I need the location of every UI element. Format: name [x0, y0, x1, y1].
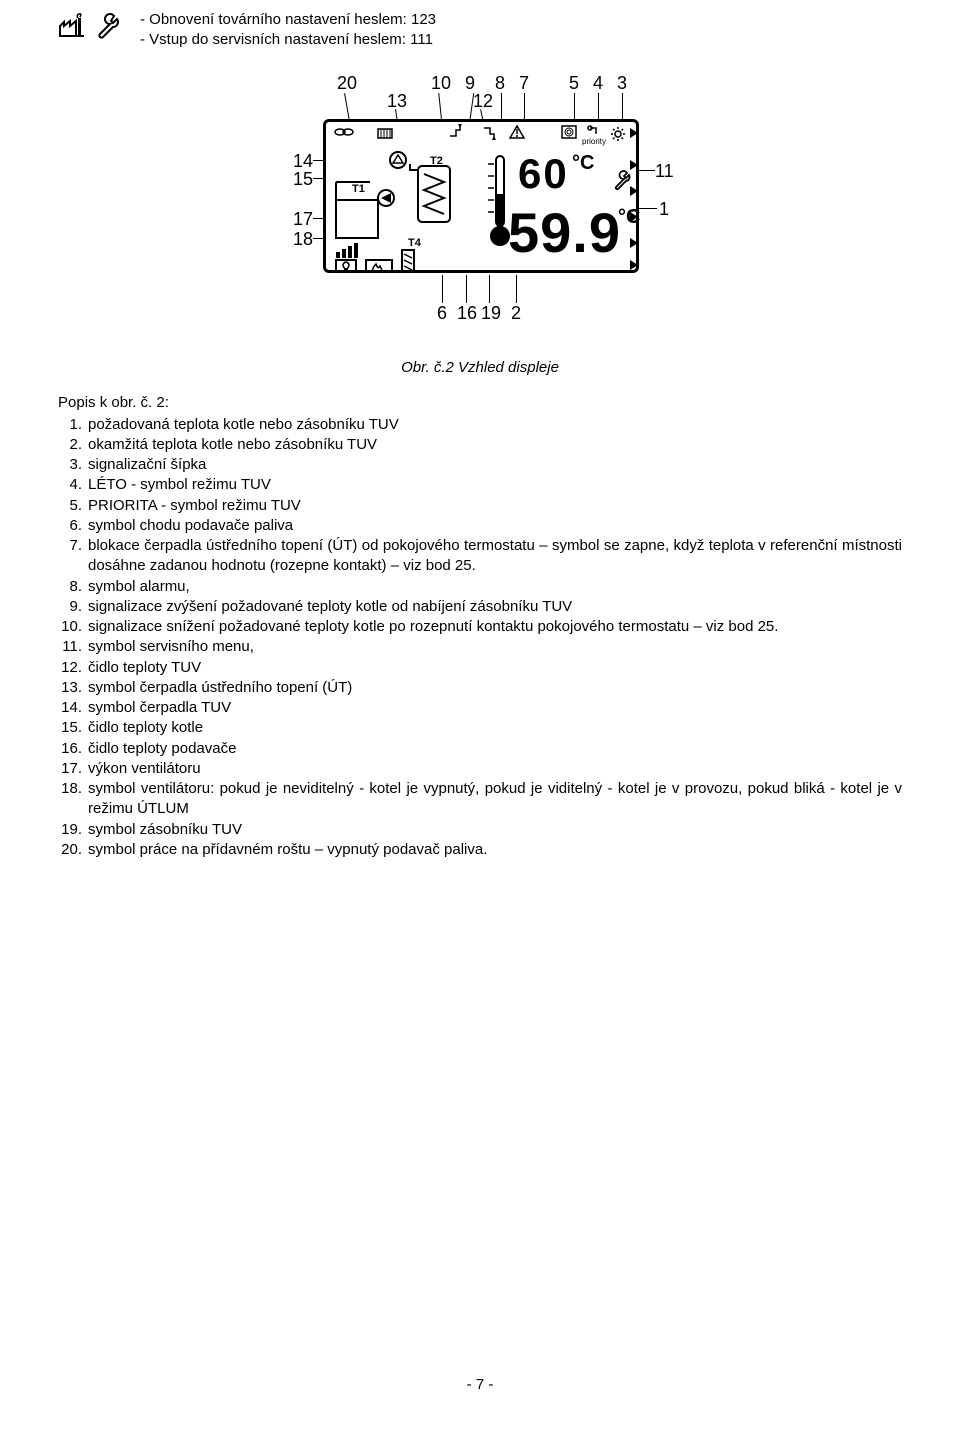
- list-item: 7.blokace čerpadla ústředního topení (ÚT…: [58, 536, 902, 577]
- arrow-icon: [630, 128, 638, 138]
- list-item: 10.signalizace snížení požadované teplot…: [58, 617, 902, 637]
- list-item: 2.okamžitá teplota kotle nebo zásobníku …: [58, 435, 902, 455]
- callout-20: 20: [337, 73, 357, 94]
- page-number: - 7 -: [0, 1376, 960, 1393]
- callout-4: 4: [593, 73, 603, 94]
- header-row: - Obnovení továrního nastavení heslem: 1…: [58, 10, 902, 51]
- header-line-1: - Obnovení továrního nastavení heslem: 1…: [140, 10, 436, 30]
- callout-18: 18: [293, 229, 313, 250]
- t1-label: T1: [352, 183, 365, 195]
- list-item: 8.symbol alarmu,: [58, 577, 902, 597]
- legend-list: 1.požadovaná teplota kotle nebo zásobník…: [58, 415, 902, 861]
- list-item: 12.čidlo teploty TUV: [58, 658, 902, 678]
- list-item: 1.požadovaná teplota kotle nebo zásobník…: [58, 415, 902, 435]
- t4-label: T4: [408, 237, 422, 249]
- callout-12: 12: [473, 91, 493, 112]
- list-item: 17.výkon ventilátoru: [58, 759, 902, 779]
- priority-label: priority: [582, 137, 606, 146]
- callout-11: 11: [655, 161, 674, 182]
- list-item: 19.symbol zásobníku TUV: [58, 820, 902, 840]
- callout-16: 16: [457, 303, 477, 324]
- list-item: 16.čidlo teploty podavače: [58, 739, 902, 759]
- lead-line: [516, 275, 517, 303]
- header-line-2: - Vstup do servisních nastavení heslem: …: [140, 30, 436, 50]
- list-heading: Popis k obr. č. 2:: [58, 394, 902, 411]
- callout-10: 10: [431, 73, 451, 94]
- list-item: 18.symbol ventilátoru: pokud je nevidite…: [58, 779, 902, 820]
- display-top-unit: °C: [572, 152, 594, 175]
- arrow-icon: [630, 212, 638, 222]
- wrench-icon: [94, 12, 122, 44]
- figure-caption: Obr. č.2 Vzhled displeje: [58, 359, 902, 376]
- list-item: 14.symbol čerpadla TUV: [58, 698, 902, 718]
- list-item: 9.signalizace zvýšení požadované teploty…: [58, 597, 902, 617]
- arrow-icon: [630, 238, 638, 248]
- callout-5: 5: [569, 73, 579, 94]
- callout-13: 13: [387, 91, 407, 112]
- callout-6: 6: [437, 303, 447, 324]
- callout-17: 17: [293, 209, 313, 230]
- service-wrench-icon: [612, 170, 632, 194]
- callout-1: 1: [659, 199, 669, 220]
- callout-15: 15: [293, 169, 313, 190]
- list-item: 6.symbol chodu podavače paliva: [58, 516, 902, 536]
- callout-7: 7: [519, 73, 529, 94]
- display-diagram: 20 13 10 9 12 8 7 5 4 3 14 15 17 18 11 1: [58, 71, 902, 351]
- factory-icon: [58, 12, 90, 44]
- display-bottom-temp: 59.9: [508, 200, 621, 265]
- list-item: 5.PRIORITA - symbol režimu TUV: [58, 496, 902, 516]
- display-top-temp: 60: [518, 150, 569, 198]
- lead-line: [466, 275, 467, 303]
- callout-8: 8: [495, 73, 505, 94]
- header-text: - Obnovení továrního nastavení heslem: 1…: [140, 10, 436, 51]
- arrow-icon: [630, 186, 638, 196]
- lcd-frame: priority T1: [323, 119, 639, 273]
- list-item: 13.symbol čerpadla ústředního topení (ÚT…: [58, 678, 902, 698]
- arrow-icon: [630, 260, 638, 270]
- list-item: 11.symbol servisního menu,: [58, 637, 902, 657]
- arrow-icon: [630, 160, 638, 170]
- callout-3: 3: [617, 73, 627, 94]
- list-item: 3.signalizační šípka: [58, 455, 902, 475]
- callout-2: 2: [511, 303, 521, 324]
- list-item: 15.čidlo teploty kotle: [58, 718, 902, 738]
- lead-line: [489, 275, 490, 303]
- list-item: 20.symbol práce na přídavném roštu – vyp…: [58, 840, 902, 860]
- header-icons: [58, 10, 122, 44]
- list-item: 4.LÉTO - symbol režimu TUV: [58, 475, 902, 495]
- callout-19: 19: [481, 303, 501, 324]
- lead-line: [442, 275, 443, 303]
